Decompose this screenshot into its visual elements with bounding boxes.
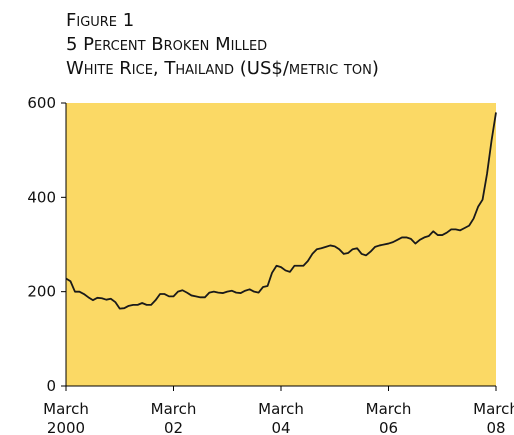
line: [65, 112, 497, 310]
x-tick-label: 04: [271, 419, 290, 435]
x-tick-label: 06: [379, 419, 398, 435]
x-tick-label: 08: [486, 419, 505, 435]
x-tick-label: 2000: [47, 419, 85, 435]
y-tick-label: 400: [27, 188, 56, 206]
chart-title: Figure 1: [66, 10, 134, 31]
x-tick-label: March: [151, 400, 197, 418]
x-tick-label: March: [366, 400, 412, 418]
y-tick-label: 0: [46, 377, 56, 395]
chart-title: 5 Percent Broken Milled: [66, 34, 267, 55]
x-tick-label: 02: [164, 419, 183, 435]
y-tick-label: 600: [27, 94, 56, 112]
plot-background: [66, 103, 496, 386]
x-tick-label: March: [258, 400, 304, 418]
y-tick-label: 200: [27, 283, 56, 301]
chart-title: White Rice, Thailand (US$/metric ton): [66, 58, 379, 79]
x-tick-label: March: [473, 400, 514, 418]
x-tick-label: March: [43, 400, 89, 418]
